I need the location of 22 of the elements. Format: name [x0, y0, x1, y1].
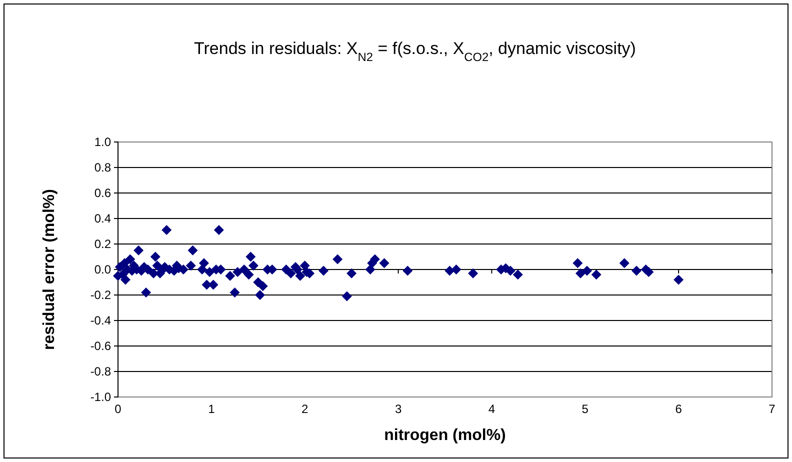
x-axis-title: nitrogen (mol%) [384, 427, 506, 444]
x-tick-label: 6 [675, 402, 682, 416]
y-axis-title: residual error (mol%) [41, 189, 58, 350]
x-tick-label: 2 [302, 402, 309, 416]
y-tick-label: 0.2 [94, 236, 112, 251]
y-tick-label: -0.4 [90, 313, 112, 328]
x-tick-label: 1 [208, 402, 216, 416]
x-tick-label: 0 [114, 402, 122, 416]
y-tick-label: 0.0 [94, 262, 112, 276]
y-tick-label: -0.6 [90, 338, 112, 353]
y-tick-label: -0.2 [90, 288, 112, 302]
y-tick-label: -1.0 [90, 390, 112, 404]
y-tick-label: -0.8 [90, 364, 112, 378]
y-tick-label: 0.6 [94, 186, 112, 200]
x-tick-label: 5 [582, 402, 589, 416]
x-tick-label: 3 [394, 402, 402, 416]
x-tick-label: 4 [488, 402, 496, 416]
y-tick-label: 0.4 [94, 211, 112, 226]
y-tick-label: 0.8 [94, 160, 112, 174]
y-tick-label: 1.0 [94, 134, 112, 149]
x-tick-label: 7 [768, 402, 776, 416]
chart-title: Trends in residuals: X$_{N2}$ = f(s.o.s., X$_{CO2}$, dynamic viscosity) [194, 39, 636, 64]
